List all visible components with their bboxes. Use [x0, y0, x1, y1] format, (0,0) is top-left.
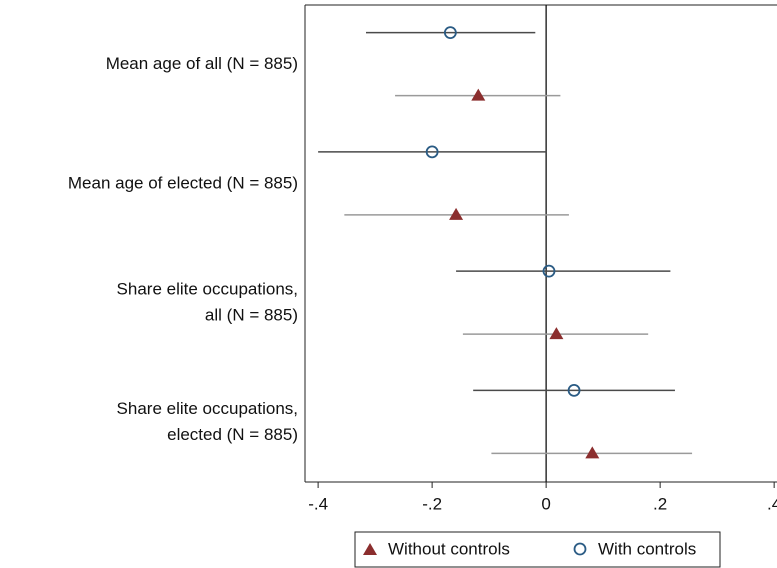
x-tick-label: -.2 [422, 494, 442, 513]
y-tick-label: Mean age of elected (N = 885) [68, 173, 298, 192]
y-tick-label: Share elite occupations, [117, 399, 298, 418]
marker [549, 327, 564, 340]
legend-box [354, 531, 721, 568]
legend-item: Without controls [363, 539, 510, 558]
y-tick-label: all (N = 885) [205, 306, 298, 325]
legend-item: With controls [573, 539, 696, 558]
legend-marker [363, 543, 377, 555]
marker [542, 264, 556, 278]
legend-marker [573, 542, 587, 556]
x-tick-label: .4 [767, 494, 777, 513]
marker [567, 383, 581, 397]
marker [443, 26, 457, 40]
marker [425, 145, 439, 159]
marker [471, 88, 486, 101]
x-tick-label: -.4 [308, 494, 328, 513]
y-tick-label: elected (N = 885) [167, 425, 298, 444]
marker [449, 207, 464, 220]
x-tick-label: .2 [653, 494, 667, 513]
legend-label: With controls [598, 539, 696, 558]
marker [585, 446, 600, 459]
y-tick-label: Mean age of all (N = 885) [106, 54, 298, 73]
y-tick-label: Share elite occupations, [117, 280, 298, 299]
x-tick-label: 0 [541, 494, 550, 513]
legend-label: Without controls [388, 539, 510, 558]
